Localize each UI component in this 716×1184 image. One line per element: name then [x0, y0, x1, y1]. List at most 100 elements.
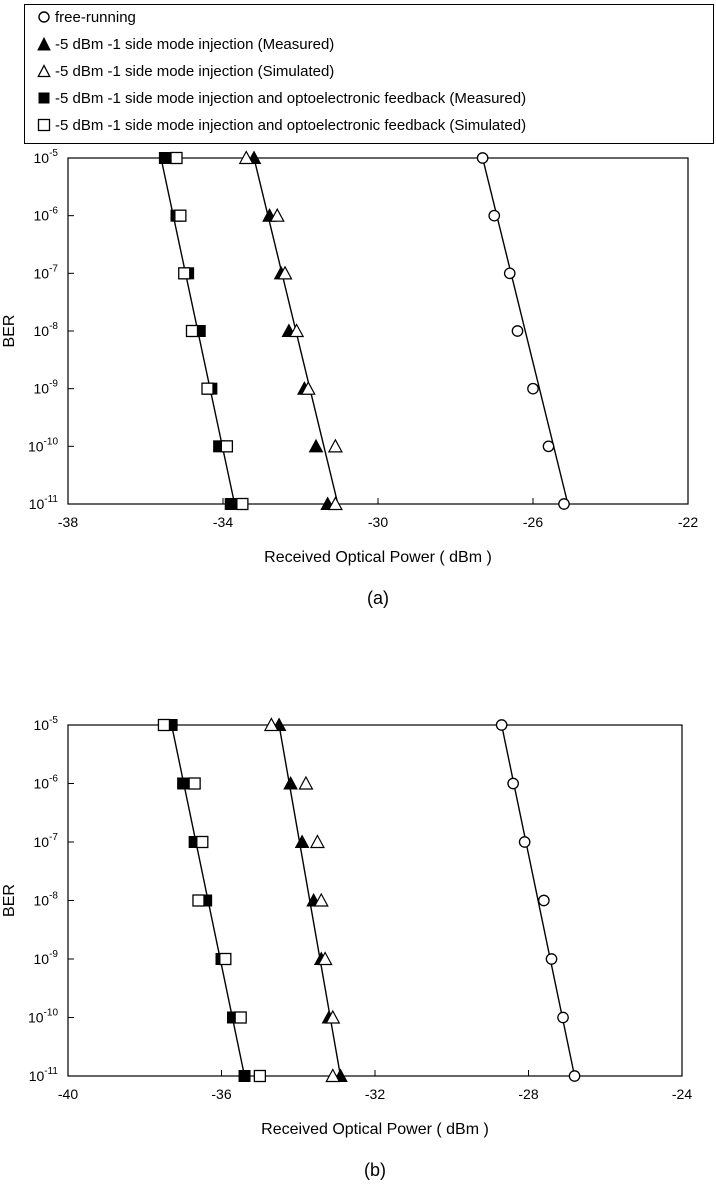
legend-label: -5 dBm -1 side mode injection and optoel… [55, 116, 527, 134]
x-tick-label: -26 [523, 514, 543, 530]
injection-simulated-point [309, 834, 325, 849]
legend-item: -5 dBm -1 side mode injection and optoel… [37, 114, 526, 136]
feedback-measured-point [158, 152, 171, 164]
y-tick-label: 10-9 [34, 949, 59, 967]
y-tick-label: 10-5 [34, 148, 59, 166]
free-running-point [557, 1011, 569, 1024]
legend-label: -5 dBm -1 side mode injection (Measured) [55, 35, 335, 53]
free-running-point [537, 894, 550, 907]
y-tick-label: 10-8 [34, 891, 59, 909]
y-tick-label: 10-5 [34, 715, 59, 733]
free-running-point [518, 836, 531, 848]
legend-item: -5 dBm -1 side mode injection (Simulated… [37, 60, 334, 82]
y-axis-label: BER [1, 315, 18, 348]
chart-legend: free-running -5 dBm -1 side mode injecti… [24, 4, 714, 144]
x-tick-label: -28 [518, 1086, 538, 1102]
free-running-point [495, 719, 508, 731]
injection-simulated-point [238, 150, 254, 165]
injection-simulated-point [269, 207, 285, 222]
feedback-simulated-point [201, 382, 214, 395]
y-tick-label: 10-7 [34, 832, 59, 850]
feedback-simulated-point [220, 440, 234, 453]
feedback-measured-point [224, 498, 237, 510]
injection-measured-point [283, 775, 298, 790]
series-group [246, 150, 335, 511]
injection-simulated-point [327, 496, 343, 511]
legend-label: free-running [55, 8, 136, 26]
feedback-simulated-point [236, 497, 249, 511]
y-tick-label: 10-6 [34, 206, 59, 224]
y-tick-label: 10-11 [29, 494, 59, 512]
series-group [495, 719, 581, 1082]
feedback-simulated-point [185, 324, 199, 338]
y-tick-label: 10-10 [28, 1008, 58, 1026]
filled-square-icon [38, 92, 50, 104]
feedback-simulated-point [188, 777, 201, 790]
legend-item: -5 dBm -1 side mode injection and optoel… [37, 87, 526, 109]
legend-item: -5 dBm -1 side mode injection (Measured) [37, 33, 334, 55]
injection-simulated-point [317, 951, 333, 966]
series-group [476, 152, 570, 510]
injection-simulated-point [325, 1009, 341, 1024]
free-running-point [542, 440, 555, 453]
x-tick-label: -36 [211, 1086, 231, 1102]
y-tick-label: 10-10 [28, 436, 58, 454]
open-circle-icon [38, 11, 50, 23]
legend-item: free-running [37, 6, 136, 28]
x-tick-label: -24 [672, 1086, 692, 1102]
free-running-point [507, 777, 520, 790]
free-running-point [527, 382, 539, 395]
open-square-icon [37, 118, 51, 132]
injection-measured-point [308, 438, 324, 453]
ber-chart-b: 10-5 10-6 10-7 10-8 10-9 10-10 10-11 -40 -36 -32 -… [1, 715, 692, 1180]
injection-simulated-point [325, 1068, 341, 1083]
y-tick-label: 10-7 [34, 263, 59, 281]
legend-label: -5 dBm -1 side mode injection (Simulated… [55, 62, 335, 80]
free-running-point [476, 152, 489, 164]
feedback-simulated-point [157, 718, 171, 732]
y-axis-label: BER [1, 884, 18, 917]
x-axis-label: Received Optical Power ( dBm ) [261, 1121, 489, 1138]
injection-simulated-point [263, 717, 279, 732]
injection-simulated-point [313, 892, 329, 907]
series-group [157, 718, 267, 1083]
series-group [238, 150, 343, 511]
free-running-point [568, 1070, 581, 1082]
feedback-simulated-point [178, 267, 191, 280]
x-tick-label: -30 [368, 514, 388, 530]
feedback-measured-point [177, 777, 190, 790]
feedback-measured-point [238, 1070, 251, 1082]
injection-simulated-point [289, 323, 305, 338]
injection-simulated-point [327, 438, 343, 453]
panel-label: (a) [367, 588, 389, 608]
feedback-simulated-point [174, 209, 187, 222]
feedback-simulated-point [234, 1011, 247, 1024]
injection-measured-point [294, 834, 310, 849]
injection-simulated-point [300, 380, 316, 395]
series-group [165, 719, 251, 1082]
series-group [263, 717, 341, 1083]
open-triangle-icon [37, 64, 51, 78]
x-tick-label: -34 [213, 514, 233, 530]
filled-triangle-icon [37, 37, 51, 51]
free-running-point [503, 267, 516, 280]
y-tick-label: 10-11 [29, 1066, 59, 1084]
fit-line [481, 157, 569, 505]
injection-simulated-point [298, 775, 314, 790]
legend-label: -5 dBm -1 side mode injection and optoel… [55, 89, 527, 107]
feedback-simulated-point [196, 835, 209, 849]
x-tick-label: -22 [678, 514, 698, 530]
x-tick-label: -32 [365, 1086, 385, 1102]
y-tick-label: 10-9 [34, 379, 59, 397]
y-tick-label: 10-8 [34, 321, 59, 339]
free-running-point [511, 325, 524, 337]
feedback-simulated-point [253, 1069, 267, 1083]
free-running-point [545, 953, 558, 965]
feedback-simulated-point [170, 151, 183, 165]
plot-area [67, 157, 689, 505]
x-tick-label: -40 [58, 1086, 78, 1102]
x-tick-label: -38 [58, 514, 78, 530]
series-group [170, 151, 249, 511]
panel-label: (b) [364, 1160, 386, 1180]
ber-chart-a: 10-5 10-6 10-7 10-8 10-9 10-10 10-11 -38 -34 -30 -… [1, 148, 698, 608]
